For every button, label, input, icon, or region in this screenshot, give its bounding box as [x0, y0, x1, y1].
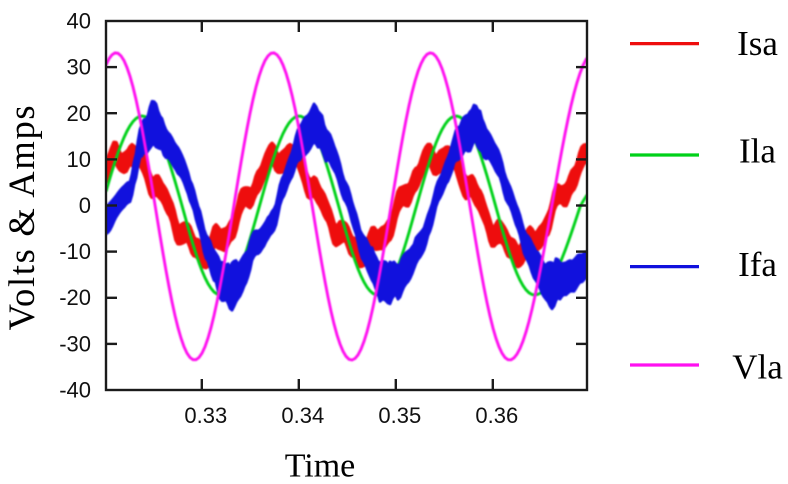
- svg-text:10: 10: [67, 147, 91, 172]
- svg-text:-10: -10: [59, 239, 91, 264]
- svg-text:20: 20: [67, 101, 91, 126]
- svg-text:Vla: Vla: [732, 347, 783, 386]
- svg-text:40: 40: [67, 9, 91, 34]
- svg-text:-20: -20: [59, 285, 91, 310]
- svg-text:Isa: Isa: [737, 24, 778, 63]
- svg-text:Ifa: Ifa: [738, 245, 777, 284]
- svg-text:0.33: 0.33: [184, 403, 227, 428]
- svg-text:Time: Time: [285, 448, 356, 484]
- svg-text:30: 30: [67, 55, 91, 80]
- svg-text:0.36: 0.36: [475, 403, 518, 428]
- svg-text:Volts & Amps: Volts & Amps: [1, 104, 42, 331]
- svg-text:-30: -30: [59, 331, 91, 356]
- svg-text:0: 0: [79, 193, 91, 218]
- svg-text:Ila: Ila: [739, 132, 776, 171]
- svg-text:0.34: 0.34: [281, 403, 324, 428]
- svg-text:-40: -40: [59, 378, 91, 403]
- svg-text:0.35: 0.35: [378, 403, 421, 428]
